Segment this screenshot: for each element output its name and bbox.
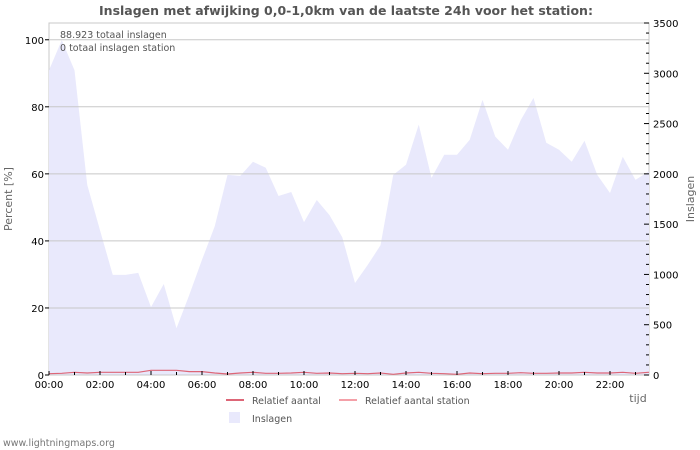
right-tick-label: 3500 [653,19,678,30]
right-tick-label: 3000 [653,69,678,80]
x-axis-label: tijd [629,392,646,405]
legend-label: Relatief aantal [252,396,321,407]
right-axis: 0 500 1000 1500 2000 2500 3000 3500 [653,19,678,382]
gridlines [49,39,649,376]
left-axis-label: Percent [%] [2,167,15,231]
x-tick-label: 14:00 [392,380,421,391]
total-station-strikes-note: 0 totaal inslagen station [60,43,175,54]
right-tick-label: 500 [653,321,672,332]
x-tick-marks [48,371,636,375]
right-tick-label: 2000 [653,170,678,181]
left-tick-label: 60 [31,170,44,181]
x-tick-label: 10:00 [290,380,319,391]
right-tick-label: 1500 [653,220,678,231]
x-tick-label: 08:00 [239,380,268,391]
left-tick-label: 0 [38,371,44,382]
area-swatch-icon [229,412,240,423]
x-tick-label: 04:00 [137,380,166,391]
legend-label: Relatief aantal station [365,396,470,407]
x-axis: 00:00 02:00 04:00 06:00 08:00 10:00 12:00 14:00… [35,380,625,391]
x-tick-label: 12:00 [341,380,370,391]
right-tick-label: 0 [653,371,659,382]
x-tick-label: 20:00 [545,380,574,391]
right-tick-label: 2500 [653,120,678,131]
right-axis-label: Inslagen [684,176,697,222]
legend-item-inslagen: Inslagen [229,412,292,425]
left-tick-label: 80 [31,103,44,114]
left-tick-label: 20 [31,304,44,315]
left-tick-label: 100 [25,36,44,47]
legend: Relatief aantal Relatief aantal station … [226,396,470,425]
x-tick-label: 22:00 [596,380,625,391]
chart-title: Inslagen met afwijking 0,0-1,0km van de … [99,3,593,18]
legend-item-relatief-aantal: Relatief aantal [226,396,321,407]
x-tick-label: 16:00 [443,380,472,391]
right-tick-label: 1000 [653,270,678,281]
right-axis-tick-marks [644,22,649,376]
x-tick-label: 02:00 [86,380,115,391]
left-tick-label: 40 [31,237,44,248]
total-strikes-note: 88.923 totaal inslagen [60,30,167,41]
legend-item-relatief-aantal-station: Relatief aantal station [339,396,470,407]
left-axis: 0 20 40 60 80 100 [25,36,49,382]
inslagen-area [49,40,649,375]
legend-label: Inslagen [252,414,292,425]
x-tick-label: 06:00 [188,380,217,391]
footer-link[interactable]: www.lightningmaps.org [3,438,115,449]
plot-area [48,22,650,376]
x-tick-label: 18:00 [494,380,523,391]
x-tick-label: 00:00 [35,380,64,391]
inslagen-area-series [49,40,649,375]
